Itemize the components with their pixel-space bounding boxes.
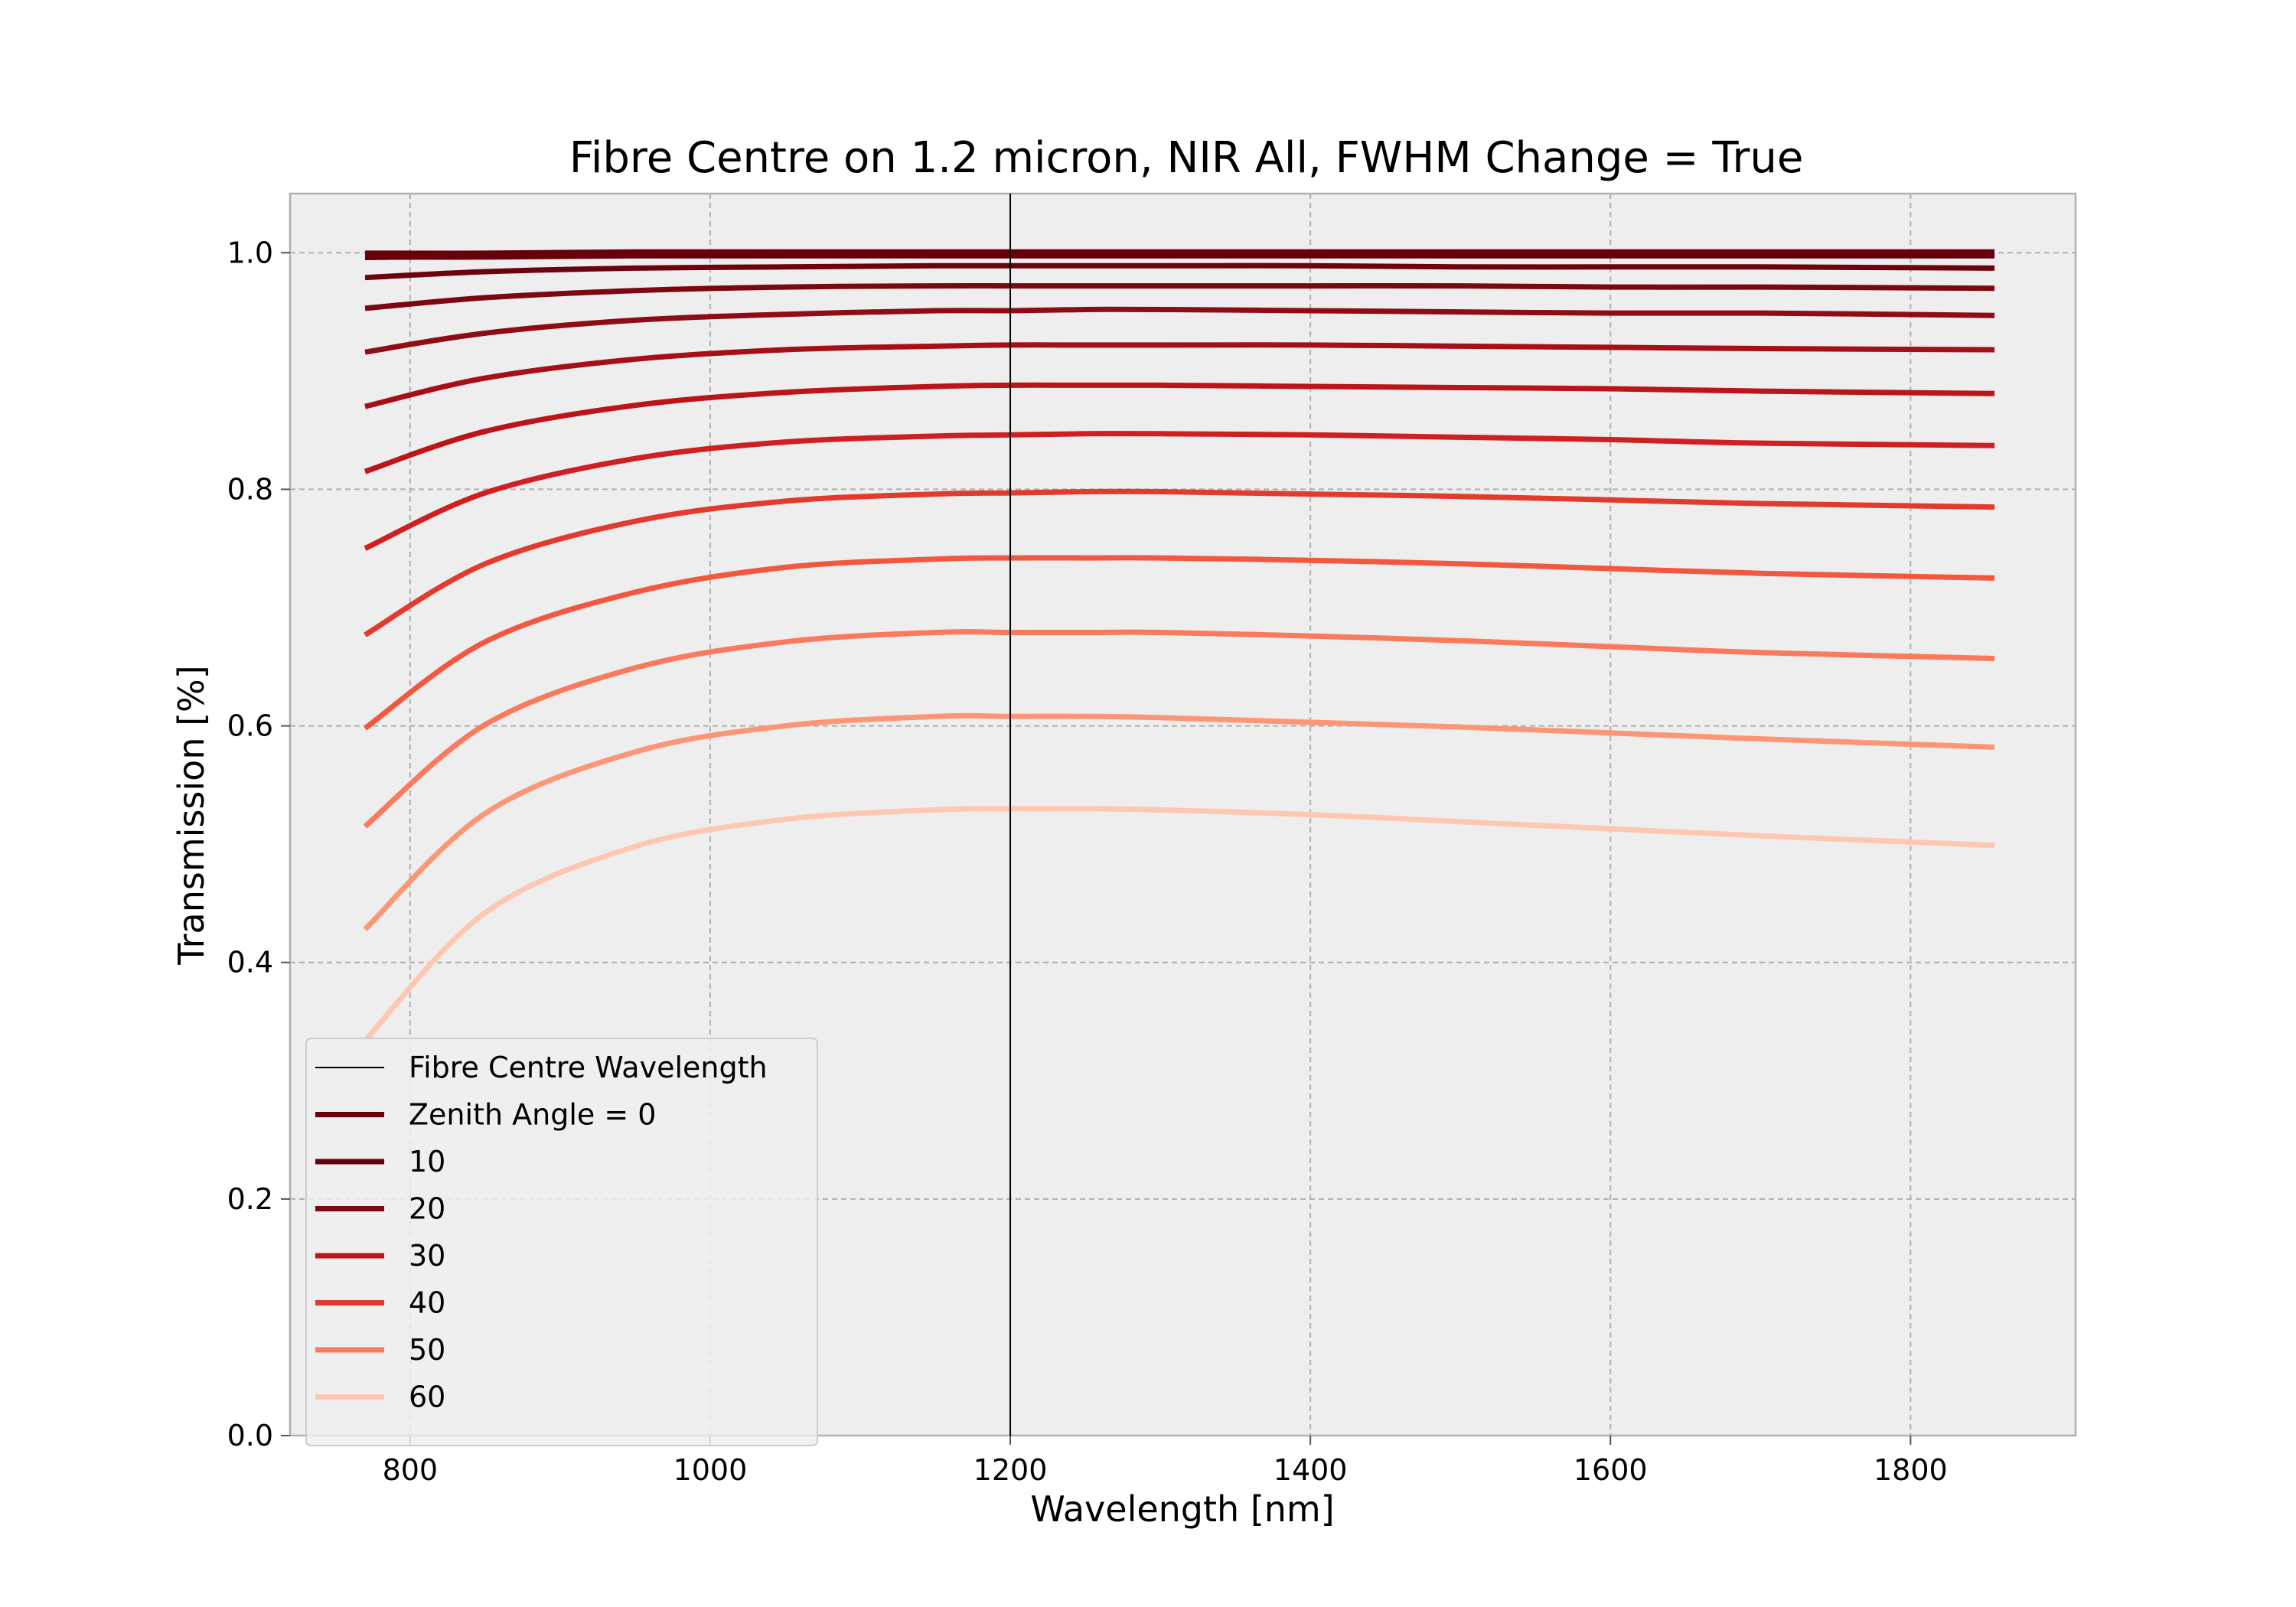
legend: Fibre Centre Wavelength Zenith Angle = 0 1…: [305, 1038, 818, 1446]
series-line-9: [363, 555, 1995, 731]
legend-label: 10: [409, 1145, 445, 1178]
series-line-5: [364, 342, 1995, 409]
legend-label: 20: [409, 1192, 445, 1226]
x-tick-label: 800: [383, 1453, 439, 1487]
chart-title: Fibre Centre on 1.2 micron, NIR All, FWH…: [569, 133, 1804, 183]
legend-label: 40: [409, 1286, 445, 1320]
y-tick-label: 0.0: [227, 1419, 273, 1452]
series-line-7: [364, 431, 1995, 551]
series-line-12: [363, 806, 1995, 1043]
series-line-10: [363, 629, 1995, 829]
legend-label: 60: [409, 1380, 445, 1414]
y-tick-label: 1.0: [227, 236, 273, 269]
y-tick-label: 0.6: [227, 709, 273, 743]
y-axis-ticks: 0.0 0.2 0.4 0.6 0.8 1.0: [227, 236, 290, 1452]
x-tick-label: 1200: [974, 1453, 1048, 1487]
x-tick-label: 1000: [673, 1453, 748, 1487]
series-line-4: [364, 306, 1995, 355]
legend-label: Fibre Centre Wavelength: [409, 1051, 768, 1084]
legend-label: 50: [409, 1333, 445, 1367]
series-line-3: [364, 282, 1995, 311]
legend-label: 30: [409, 1239, 445, 1273]
x-tick-label: 1600: [1574, 1453, 1648, 1487]
x-axis-ticks: 800 1000 1200 1400 1600 1800: [383, 1436, 1948, 1487]
x-tick-label: 1800: [1874, 1453, 1948, 1487]
x-axis-label: Wavelength [nm]: [1030, 1488, 1334, 1530]
y-axis-label: Transmission [%]: [171, 665, 212, 965]
series-line-11: [363, 712, 1995, 931]
y-tick-label: 0.4: [227, 946, 273, 980]
x-tick-label: 1400: [1274, 1453, 1348, 1487]
series-line-2: [364, 262, 1995, 281]
series-line-6: [364, 382, 1995, 474]
series-layer: [363, 249, 1995, 1043]
legend-box: [305, 1038, 818, 1446]
y-tick-label: 0.8: [227, 472, 273, 506]
legend-label: Zenith Angle = 0: [409, 1098, 656, 1132]
y-tick-label: 0.2: [227, 1182, 273, 1216]
series-line-1: [364, 252, 1995, 260]
series-line-8: [364, 488, 1995, 637]
